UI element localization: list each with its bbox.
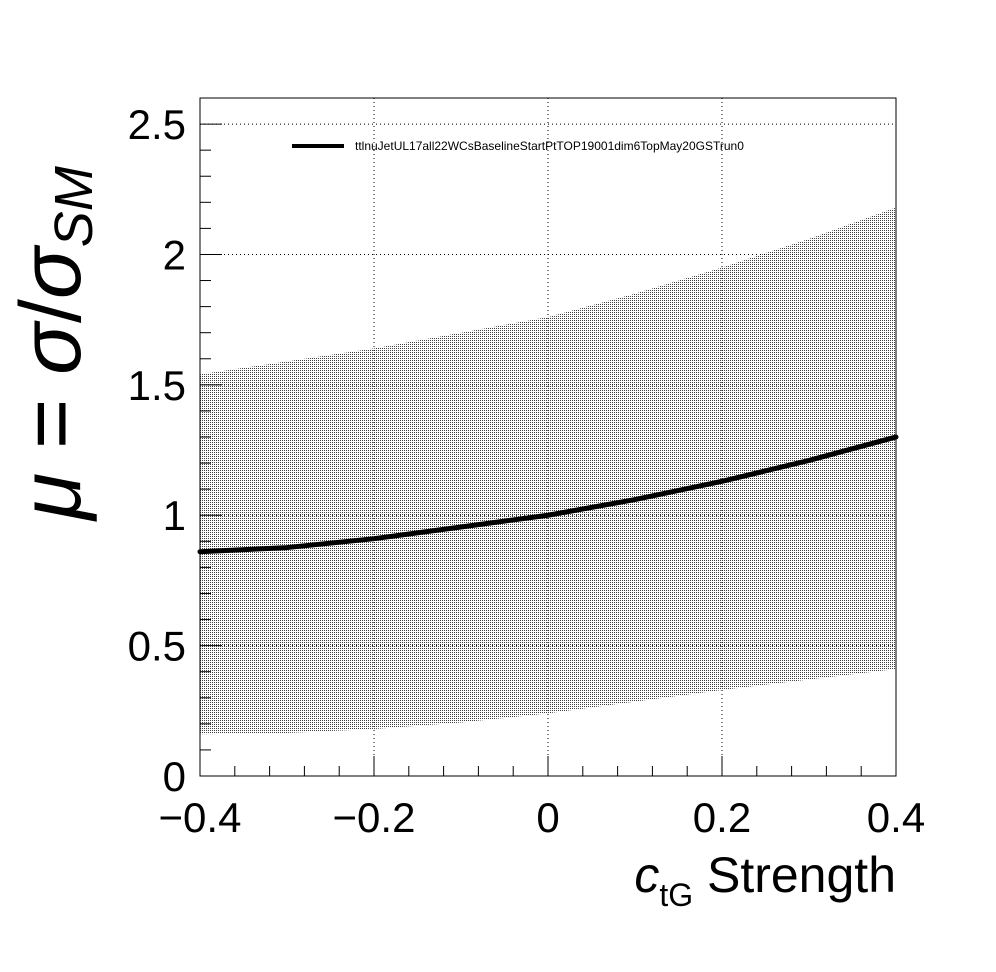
- y-axis-title: μ = σ/σSM: [3, 166, 104, 522]
- y-tick-label: 1: [163, 492, 186, 539]
- y-tick-label: 2.5: [128, 101, 186, 148]
- y-tick-label: 2: [163, 231, 186, 278]
- legend-label: ttlnuJetUL17all22WCsBaselineStartPtTOP19…: [355, 139, 744, 153]
- x-tick-label: 0: [536, 794, 559, 841]
- x-tick-label: 0.4: [867, 794, 925, 841]
- uncertainty-band: [200, 207, 896, 735]
- y-tick-label: 1.5: [128, 362, 186, 409]
- y-tick-labels: 0 0.5 1 1.5 2 2.5: [128, 101, 186, 800]
- legend: ttlnuJetUL17all22WCsBaselineStartPtTOP19…: [292, 139, 744, 153]
- uncertainty-band-group: [200, 207, 896, 735]
- x-tick-label: −0.4: [159, 794, 242, 841]
- axis-ticks: [199, 97, 897, 777]
- y-tick-label: 0: [163, 753, 186, 800]
- x-tick-label: −0.2: [333, 794, 416, 841]
- x-tick-labels: −0.4 −0.2 0 0.2 0.4: [159, 794, 926, 841]
- series-group: [197, 434, 899, 555]
- series-line: [197, 434, 899, 555]
- x-axis-title: ctG Strength: [634, 847, 896, 913]
- y-tick-label: 0.5: [128, 623, 186, 670]
- x-tick-label: 0.2: [693, 794, 751, 841]
